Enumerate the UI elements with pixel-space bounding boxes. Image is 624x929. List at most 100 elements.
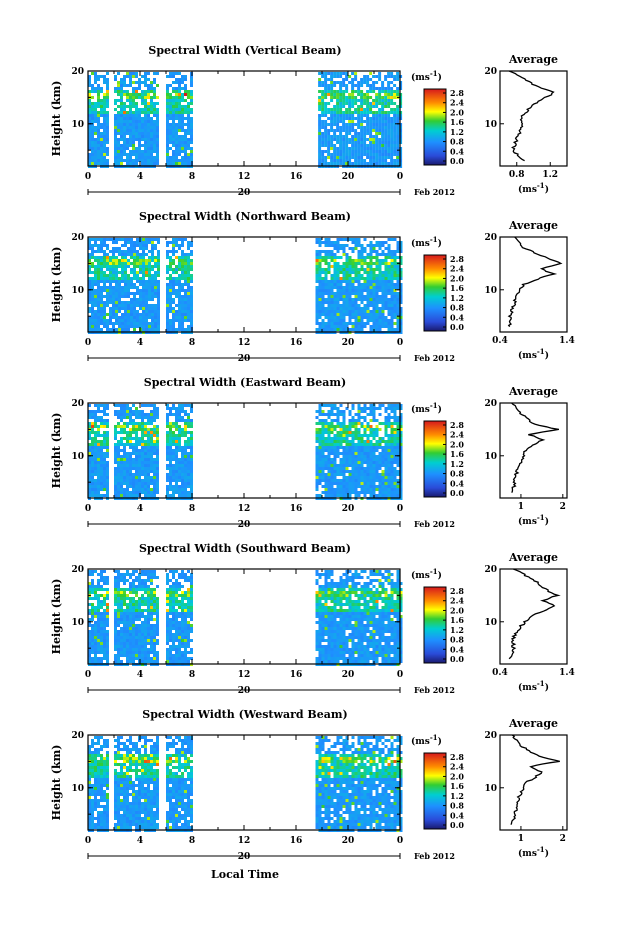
heatmap-cell [372,81,376,84]
heatmap-cell [139,292,142,295]
heatmap-cell [369,262,373,265]
heatmap-cell [138,159,141,162]
heatmap-cell [336,90,340,93]
heatmap-cell [369,440,373,443]
heatmap-cell [348,280,352,283]
heatmap-cell [363,120,367,123]
heatmap-cell [138,428,141,431]
heatmap-cell [147,419,150,422]
heatmap-cell [342,274,346,277]
heatmap-cell [169,111,172,114]
heatmap-cell [97,488,100,491]
heatmap-cell [357,241,361,244]
heatmap-cell [151,277,154,280]
heatmap-cell [127,322,130,325]
heatmap-cell [91,283,94,286]
heatmap-cell [342,295,346,298]
heatmap-cell [166,431,169,434]
heatmap-cell [151,322,154,325]
heatmap-cell [324,280,328,283]
heatmap-cell [147,482,150,485]
heatmap-cell [351,96,355,99]
heatmap-cell [351,470,355,473]
heatmap-cell [181,473,184,476]
heatmap-cell [366,458,370,461]
heatmap-cell [112,280,115,283]
heatmap-cell [372,271,376,274]
heatmap-cell [333,428,337,431]
heatmap-cell [103,271,106,274]
heatmap-cell [109,319,112,322]
heatmap-cell [157,325,160,328]
heatmap-cell [175,440,178,443]
heatmap-cell [384,280,388,283]
heatmap-cell [348,108,352,111]
heatmap-cell [348,111,352,114]
heatmap-cell [351,407,355,410]
heatmap-cell [351,455,355,458]
heatmap-cell [360,123,364,126]
heatmap-cell [187,425,190,428]
heatmap-cell [172,455,175,458]
heatmap-cell [393,274,397,277]
heatmap-cell [378,295,382,298]
heatmap-cell [153,476,156,479]
heatmap-cell [357,132,361,135]
heatmap-cell [336,75,340,78]
heatmap-cell [375,467,379,470]
heatmap-cell [333,295,337,298]
heatmap-cell [132,431,135,434]
heatmap-cell [390,117,394,120]
heatmap-cell [88,153,91,156]
heatmap-cell [91,117,94,120]
heatmap-cell [142,253,145,256]
heatmap-cell [354,494,358,497]
heatmap-cell [117,147,120,150]
heatmap-cell [121,307,124,310]
heatmap-cell [354,461,358,464]
heatmap-cell [363,410,367,413]
heatmap-cell [126,422,129,425]
heatmap-cell [126,455,129,458]
heatmap-cell [156,120,159,123]
heatmap-cell [387,81,391,84]
heatmap-cell [345,162,349,165]
heatmap-cell [351,147,355,150]
heatmap-cell [169,162,172,165]
heatmap-cell [166,123,169,126]
heatmap-cell [324,419,328,422]
heatmap-cell [378,162,382,165]
heatmap-cell [120,123,123,126]
heatmap-cell [396,241,400,244]
heatmap-cell [97,277,100,280]
heatmap-cell [366,280,370,283]
heatmap-cell [178,437,181,440]
heatmap-cell [142,268,145,271]
heatmap-cell [318,479,322,482]
heatmap-cell [153,473,156,476]
heatmap-cell [345,132,349,135]
heatmap-cell [384,78,388,81]
heatmap-cell [136,244,139,247]
heatmap-cell [178,126,181,129]
heatmap-cell [148,286,151,289]
heatmap-cell [357,283,361,286]
heatmap-cell [384,87,388,90]
heatmap-cell [157,298,160,301]
heatmap-cell [156,135,159,138]
heatmap-cell [129,156,132,159]
heatmap-cell [178,485,181,488]
heatmap-cell [147,135,150,138]
heatmap-cell [336,247,340,250]
heatmap-cell [324,256,328,259]
heatmap-cell [145,244,148,247]
heatmap-cell [354,84,358,87]
heatmap-cell [151,253,154,256]
heatmap-cell [187,298,190,301]
heatmap-cell [363,99,367,102]
heatmap-cell [187,277,190,280]
heatmap-cell [114,431,117,434]
heatmap-cell [153,494,156,497]
heatmap-cell [378,126,382,129]
heatmap-cell [166,440,169,443]
